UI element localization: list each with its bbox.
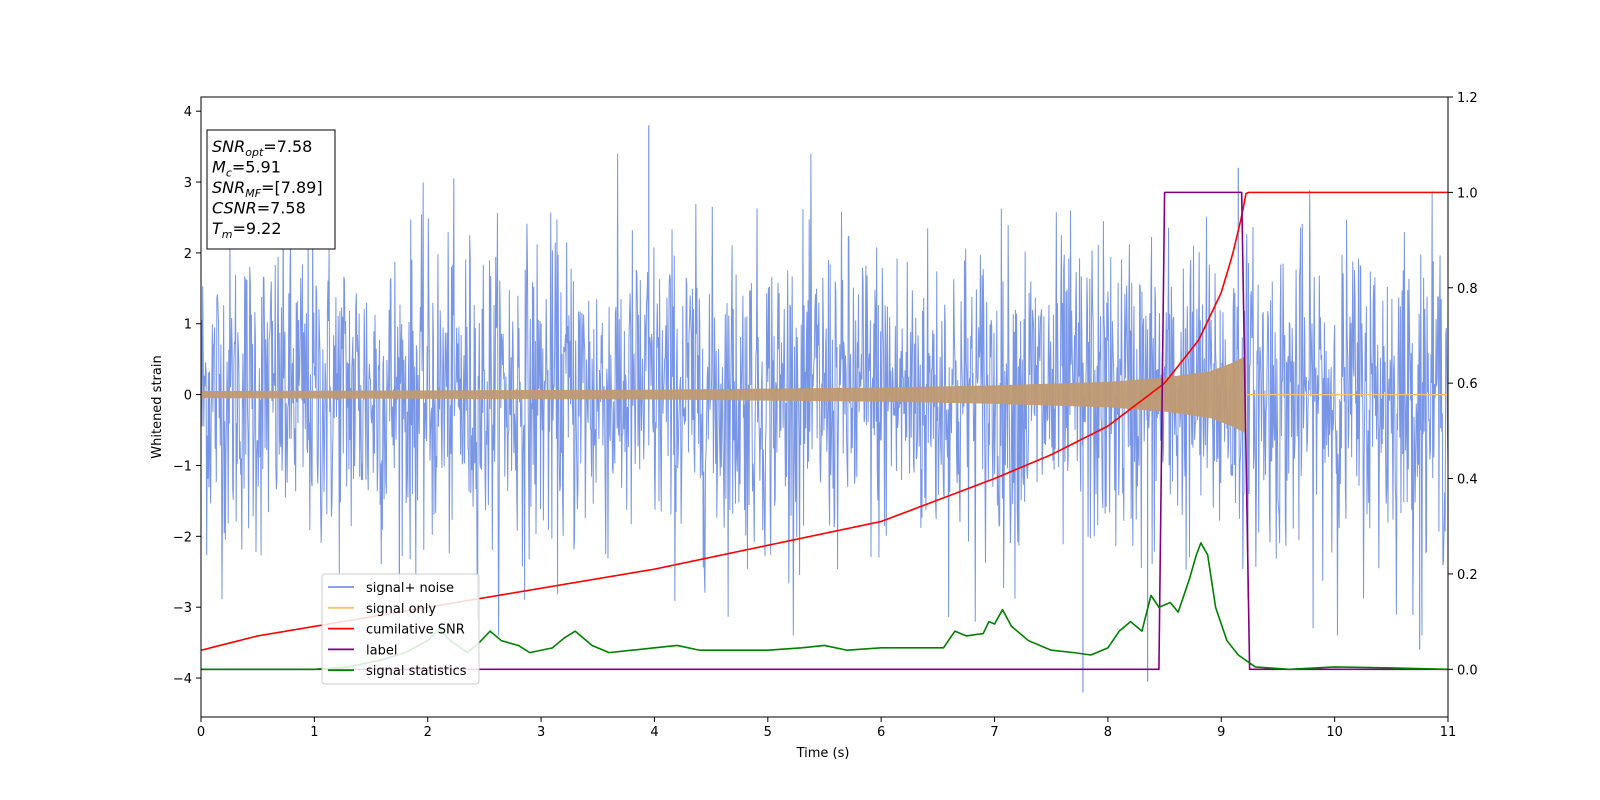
legend: signal+ noise signal only cumilative SNR la… [321,573,480,685]
legend-entry-label: label [366,643,397,658]
y2-tick-label: 0.6 [1457,377,1478,392]
y2-tick-label: 1.2 [1457,91,1478,106]
legend-entry-signal-statistics: signal statistics [366,664,467,679]
y-tick-label: −1 [173,459,192,474]
x-tick-label: 6 [877,725,885,740]
y-axis-label: Whitened strain [150,355,165,458]
x-tick-label: 7 [990,725,998,740]
info-merger-time: Tm=9.22 [212,219,282,241]
legend-entry-signal-noise: signal+ noise [366,581,454,596]
x-axis: 0 1 2 3 4 5 6 7 8 9 10 11 [197,717,1456,740]
y2-tick-label: 0.8 [1457,282,1478,297]
plot-frame [200,96,1449,718]
signal-noise-series [201,125,1448,693]
x-tick-label: 9 [1217,725,1225,740]
y-tick-label: 2 [184,247,192,262]
x-tick-label: 1 [310,725,318,740]
y-axis: 4 3 2 1 0 −1 −2 −3 −4 [173,105,201,687]
y2-axis: 1.2 1.0 0.8 0.6 0.4 0.2 0.0 [1448,91,1478,678]
plot-area [201,125,1448,693]
legend-entry-signal-only: signal only [366,602,436,617]
info-snr-opt: SNRopt=7.58 [212,137,312,159]
x-axis-label: Time (s) [796,746,850,761]
y-tick-label: 4 [184,105,192,120]
signal-noise-line [201,153,1448,636]
info-csnr: CSNR=7.58 [212,199,306,218]
y2-tick-label: 0.2 [1457,568,1478,583]
x-tick-label: 11 [1440,725,1457,740]
signal-statistics-line [201,542,1448,671]
y-tick-label: −3 [173,601,192,616]
signal-only-envelope [201,355,1247,434]
y-tick-label: −4 [173,672,192,687]
x-tick-label: 3 [537,725,545,740]
y2-tick-label: 0.0 [1457,663,1478,678]
info-snr-mf: SNRMF=[7.89] [212,178,323,200]
legend-entry-cumulative-snr: cumilative SNR [366,623,465,638]
info-chirp-mass: Mc=5.91 [212,158,281,180]
legend-frame [321,573,480,685]
y-tick-label: 0 [184,389,192,404]
x-tick-label: 5 [764,725,772,740]
stats-info-box: SNRopt=7.58Mc=5.91SNRMF=[7.89]CSNR=7.58T… [206,129,336,250]
y-tick-label: 3 [184,176,192,191]
signal-statistics-series [201,542,1448,671]
x-tick-label: 2 [424,725,432,740]
y-tick-label: −2 [173,530,192,545]
info-box-frame [206,129,336,250]
x-tick-label: 4 [650,725,658,740]
y2-tick-label: 0.4 [1457,473,1478,488]
y2-tick-label: 1.0 [1457,186,1478,201]
x-tick-label: 8 [1104,725,1112,740]
x-tick-label: 0 [197,725,205,740]
signal-only-series [201,355,1448,434]
x-tick-label: 10 [1326,725,1343,740]
y-tick-label: 1 [184,318,192,333]
